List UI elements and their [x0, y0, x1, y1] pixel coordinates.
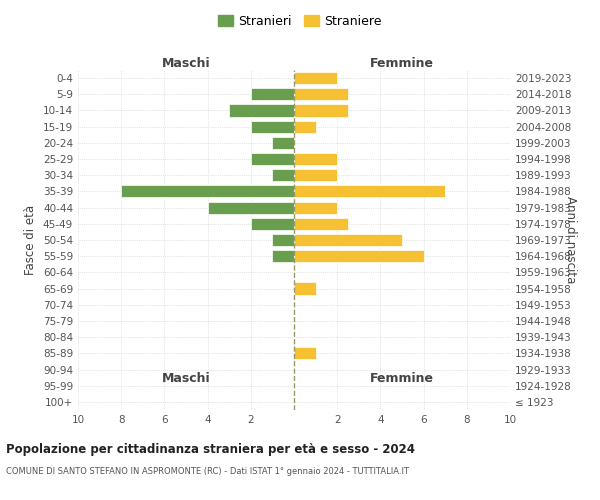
Y-axis label: Anni di nascita: Anni di nascita	[564, 196, 577, 284]
Bar	[294, 234, 402, 246]
Text: Maschi: Maschi	[161, 57, 211, 70]
Bar	[294, 88, 348, 101]
Bar	[294, 104, 348, 117]
Bar	[294, 202, 337, 213]
Legend: Stranieri, Straniere: Stranieri, Straniere	[215, 11, 386, 32]
Bar	[294, 186, 445, 198]
Bar	[294, 348, 316, 360]
Bar	[294, 169, 337, 181]
Bar	[272, 250, 294, 262]
Bar	[121, 186, 294, 198]
Text: Femmine: Femmine	[370, 372, 434, 385]
Text: Popolazione per cittadinanza straniera per età e sesso - 2024: Popolazione per cittadinanza straniera p…	[6, 442, 415, 456]
Bar	[294, 282, 316, 294]
Bar	[294, 250, 424, 262]
Bar	[229, 104, 294, 117]
Bar	[294, 120, 316, 132]
Bar	[294, 153, 337, 165]
Y-axis label: Fasce di età: Fasce di età	[25, 205, 37, 275]
Text: Maschi: Maschi	[161, 372, 211, 385]
Bar	[272, 234, 294, 246]
Bar	[251, 120, 294, 132]
Bar	[251, 218, 294, 230]
Text: Femmine: Femmine	[370, 57, 434, 70]
Bar	[294, 218, 348, 230]
Bar	[251, 153, 294, 165]
Bar	[272, 137, 294, 149]
Bar	[272, 169, 294, 181]
Bar	[294, 72, 337, 84]
Bar	[208, 202, 294, 213]
Text: COMUNE DI SANTO STEFANO IN ASPROMONTE (RC) - Dati ISTAT 1° gennaio 2024 - TUTTIT: COMUNE DI SANTO STEFANO IN ASPROMONTE (R…	[6, 468, 409, 476]
Bar	[251, 88, 294, 101]
